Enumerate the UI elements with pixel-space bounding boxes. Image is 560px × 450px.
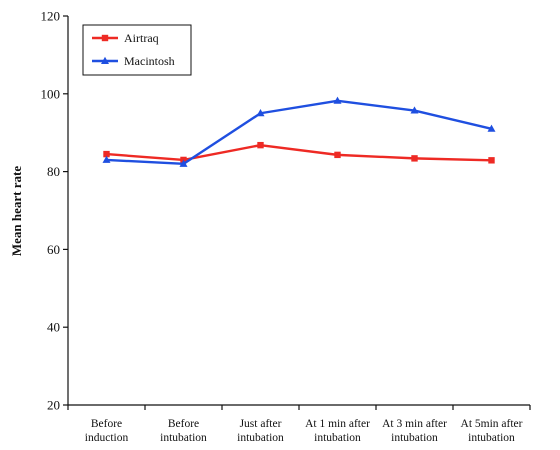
data-point xyxy=(487,124,496,132)
x-category-label: Before xyxy=(91,418,122,430)
data-point xyxy=(179,159,188,167)
y-tick-label: 40 xyxy=(47,320,60,335)
data-point xyxy=(333,96,342,104)
legend-label: Macintosh xyxy=(124,54,175,68)
legend-marker xyxy=(101,56,109,64)
x-category-label: Just after xyxy=(240,418,282,430)
legend: Airtraq Macintosh xyxy=(82,24,192,76)
y-axis-ticks: 20 40 60 80 100 120 xyxy=(41,9,68,413)
series-airtraq xyxy=(103,141,495,164)
x-category-label: intubation xyxy=(468,432,515,444)
x-axis-ticks: Before induction Before intubation Just afte… xyxy=(67,405,531,444)
x-category-label: intubation xyxy=(237,432,284,444)
legend-box xyxy=(82,24,192,76)
y-axis-label: Mean heart rate xyxy=(9,166,24,256)
x-category-label: intubation xyxy=(314,432,361,444)
x-category-label: intubation xyxy=(160,432,207,444)
x-category-label: At 5min after xyxy=(461,418,523,430)
x-category-label: At 1 min after xyxy=(305,418,370,430)
data-point xyxy=(103,150,110,158)
x-category-label: At 3 min after xyxy=(382,418,447,430)
series-line xyxy=(106,143,492,162)
y-tick-label: 80 xyxy=(47,164,60,179)
data-point xyxy=(410,106,419,114)
y-tick-label: 120 xyxy=(41,9,61,24)
x-category-label: intubation xyxy=(391,432,438,444)
series-group xyxy=(102,96,496,167)
x-category-label: induction xyxy=(85,432,129,444)
x-category-label: Before xyxy=(168,418,199,430)
data-point xyxy=(334,151,341,159)
series-line xyxy=(106,99,492,166)
legend-label: Airtraq xyxy=(124,31,159,45)
data-point xyxy=(102,155,111,163)
data-point xyxy=(488,157,495,164)
legend-marker xyxy=(101,34,109,42)
y-tick-label: 60 xyxy=(47,242,60,257)
y-tick-label: 100 xyxy=(41,86,61,101)
series-macintosh xyxy=(102,96,496,167)
data-point xyxy=(257,141,264,149)
data-point xyxy=(411,155,418,162)
y-tick-label: 20 xyxy=(47,398,60,413)
data-point xyxy=(256,109,265,117)
